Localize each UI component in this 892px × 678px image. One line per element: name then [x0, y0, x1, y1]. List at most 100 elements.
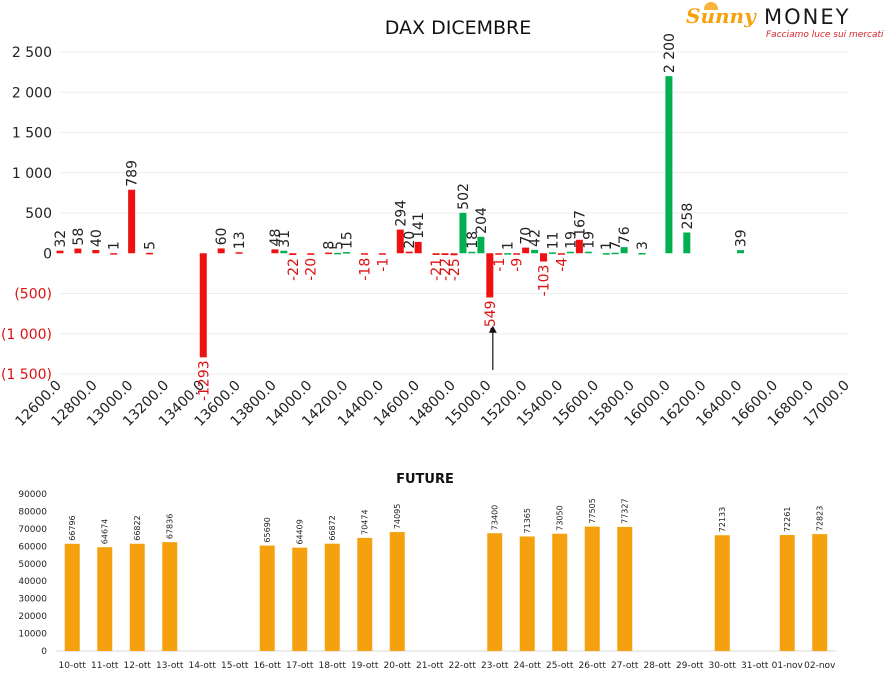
top-bar: [477, 236, 485, 254]
bottom-x-tick-label: 18-ott: [319, 661, 347, 671]
top-bar: [432, 253, 440, 255]
top-bar-value-label: 5: [143, 241, 159, 250]
bottom-bar: [259, 545, 275, 651]
top-bar: [289, 253, 297, 256]
top-bar: [665, 76, 673, 254]
top-y-tick-label: 500: [25, 206, 52, 222]
top-bar: [405, 251, 413, 254]
top-bar: [620, 247, 628, 254]
top-bar: [638, 253, 646, 255]
top-bar: [74, 248, 82, 254]
bottom-bar: [292, 547, 308, 651]
top-bar-value-label: -18: [357, 258, 373, 281]
bottom-y-tick-label: 20000: [18, 612, 47, 622]
bottom-x-tick-label: 27-ott: [611, 661, 639, 671]
top-bar: [199, 253, 207, 358]
bottom-x-tick-label: 02-nov: [804, 661, 836, 671]
top-bar-value-label: 39: [734, 229, 750, 247]
bottom-bar-value-label: 77327: [621, 498, 630, 523]
bottom-bar: [129, 543, 145, 651]
top-y-tick-label: 1 000: [12, 166, 52, 182]
top-bar-value-label: 15: [340, 231, 356, 249]
top-y-tick-label: (500): [14, 287, 52, 303]
bottom-bar: [519, 536, 535, 651]
top-bar: [611, 252, 619, 255]
top-bar: [522, 247, 530, 254]
top-bar-value-label: 2 200: [662, 33, 678, 73]
bottom-bar-value-label: 71365: [523, 508, 532, 533]
bottom-bar-value-label: 77505: [588, 498, 597, 523]
bottom-x-tick-label: 13-ott: [156, 661, 184, 671]
top-bar-value-label: 141: [411, 212, 427, 239]
top-bar: [557, 253, 565, 255]
top-bar: [56, 250, 64, 254]
top-bar: [540, 253, 548, 262]
bottom-bar-value-label: 70474: [361, 509, 370, 534]
bottom-x-tick-label: 31-ott: [741, 661, 769, 671]
top-bar-value-label: 13: [232, 231, 248, 249]
top-bar-value-label: 11: [546, 232, 562, 250]
top-bar: [566, 251, 574, 254]
bottom-chart-title: FUTURE: [396, 472, 454, 487]
top-bar-value-label: 19: [581, 231, 597, 249]
top-bar: [128, 189, 136, 254]
bottom-y-tick-label: 70000: [18, 525, 47, 535]
top-bar-value-label: 76: [617, 226, 633, 244]
bottom-bar: [324, 543, 340, 651]
top-bar: [459, 212, 467, 254]
top-bar: [271, 249, 279, 254]
top-bar-value-label: 18: [465, 231, 481, 249]
top-bar-value-label: -21: [429, 258, 445, 281]
top-bar-value-label: 204: [474, 207, 490, 234]
bottom-x-tick-label: 29-ott: [676, 661, 704, 671]
bottom-bar: [64, 543, 80, 651]
bottom-bar-value-label: 72133: [718, 507, 727, 532]
top-bar-value-label: -549: [483, 300, 499, 332]
bottom-x-tick-label: 20-ott: [384, 661, 412, 671]
top-bar: [486, 253, 494, 298]
bottom-bar: [617, 526, 633, 651]
top-bar-value-label: 1: [107, 241, 123, 250]
bottom-bar: [779, 535, 795, 651]
bottom-bar: [357, 537, 373, 651]
bottom-y-tick-label: 30000: [18, 595, 47, 605]
bottom-bar: [389, 532, 405, 651]
top-bar: [495, 253, 503, 255]
top-bar-value-label: 789: [125, 160, 141, 187]
top-bar: [584, 251, 592, 254]
bottom-bar: [487, 533, 503, 651]
top-bar: [513, 253, 521, 255]
bottom-y-tick-label: 60000: [18, 542, 47, 552]
top-bar-value-label: -1: [492, 258, 508, 272]
top-bar-value-label: -103: [537, 265, 553, 297]
bottom-bar-value-label: 73050: [556, 505, 565, 530]
bottom-x-tick-label: 21-ott: [416, 661, 444, 671]
bottom-bar: [97, 547, 113, 651]
bottom-bar-value-label: 74095: [393, 504, 402, 529]
top-bar: [110, 253, 118, 255]
top-bar-value-label: 19: [563, 231, 579, 249]
bottom-bar-value-label: 67836: [166, 514, 175, 539]
top-y-tick-label: 2 000: [12, 85, 52, 101]
top-bar: [468, 251, 476, 254]
bottom-bar: [714, 535, 730, 651]
bottom-bar-value-label: 72823: [816, 506, 825, 531]
bottom-y-tick-label: 10000: [18, 630, 47, 640]
top-bar-value-label: 32: [53, 230, 69, 248]
top-bar: [602, 253, 610, 255]
top-bar-value-label: 258: [680, 203, 696, 230]
top-bar-value-label: 70: [519, 227, 535, 245]
top-bar-value-label: -25: [447, 258, 463, 281]
bottom-x-tick-label: 11-ott: [91, 661, 119, 671]
bottom-x-tick-label: 23-ott: [481, 661, 509, 671]
top-bar-value-label: 42: [528, 229, 544, 247]
top-bar-value-label: 8: [322, 241, 338, 250]
bottom-y-tick-label: 50000: [18, 560, 47, 570]
top-bar: [549, 252, 556, 254]
bottom-x-tick-label: 28-ott: [644, 661, 672, 671]
bottom-x-tick-label: 19-ott: [351, 661, 379, 671]
logo-tagline: Facciamo luce sui mercati: [766, 30, 884, 40]
top-bar: [325, 252, 333, 255]
bottom-x-tick-label: 24-ott: [514, 661, 542, 671]
bottom-x-tick-label: 30-ott: [709, 661, 737, 671]
